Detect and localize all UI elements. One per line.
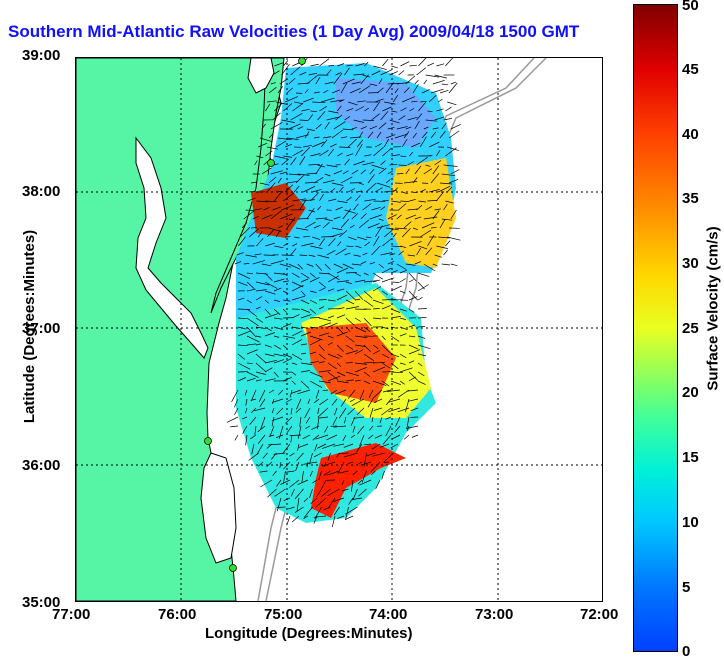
velocity-arrow <box>412 435 418 438</box>
velocity-arrow <box>409 65 417 66</box>
velocity-arrow <box>391 286 402 291</box>
velocity-arrow <box>382 201 388 202</box>
velocity-arrow <box>418 58 428 66</box>
y-tick-label: 39:00 <box>22 47 60 64</box>
radar-station <box>268 160 275 167</box>
colorbar-tick: 45 <box>682 61 699 78</box>
velocity-arrow <box>390 71 398 75</box>
velocity-arrow <box>230 426 238 427</box>
velocity-arrow <box>417 68 426 75</box>
velocity-arrow <box>227 417 238 422</box>
radar-station <box>230 565 237 572</box>
x-axis-label: Longitude (Degrees:Minutes) <box>205 625 413 642</box>
y-axis-label: Latitude (Degrees:Minutes) <box>21 230 38 423</box>
velocity-arrow <box>418 282 425 289</box>
velocity-arrow <box>436 64 444 66</box>
colorbar-label: Surface Velocity (cm/s) <box>705 209 722 409</box>
velocity-arrow <box>235 435 238 440</box>
velocity-arrow <box>447 102 456 105</box>
velocity-arrow <box>418 285 429 292</box>
radar-station <box>299 58 306 65</box>
colorbar-tick: 40 <box>682 126 699 143</box>
velocity-arrow <box>424 80 427 84</box>
velocity-arrow <box>384 462 389 463</box>
y-tick-label: 36:00 <box>22 457 60 474</box>
velocity-arrow <box>346 363 353 364</box>
velocity-arrow <box>382 59 388 66</box>
x-tick-label: 73:00 <box>475 606 513 623</box>
velocity-arrow <box>442 84 448 85</box>
velocity-arrow <box>251 228 257 229</box>
radar-station <box>205 438 212 445</box>
colorbar-tick: 0 <box>682 643 690 660</box>
velocity-arrow <box>440 90 448 93</box>
velocity-arrow <box>287 516 290 525</box>
velocity-arrow <box>399 71 405 76</box>
colorbar-tick: 50 <box>682 0 699 14</box>
velocity-arrow <box>400 279 406 283</box>
velocity-arrow <box>409 280 414 283</box>
velocity-arrow <box>391 282 400 283</box>
velocity-arrow <box>418 273 429 277</box>
velocity-arrow <box>445 107 451 111</box>
velocity-arrow <box>277 507 286 508</box>
map-svg <box>76 58 602 601</box>
velocity-arrow <box>339 147 350 148</box>
x-tick-label: 75:00 <box>264 606 302 623</box>
velocity-arrow <box>418 297 423 300</box>
colorbar-tick: 5 <box>682 579 690 596</box>
velocity-arrow <box>400 62 409 66</box>
velocity-arrow <box>451 82 456 84</box>
velocity-arrow <box>418 309 427 310</box>
velocity-arrow <box>399 165 407 166</box>
colorbar <box>633 4 678 652</box>
velocity-arrow <box>409 291 418 300</box>
velocity-arrow <box>433 80 445 84</box>
x-tick-label: 76:00 <box>158 606 196 623</box>
x-tick-label: 72:00 <box>580 606 618 623</box>
velocity-arrow <box>449 83 457 93</box>
velocity-arrow <box>300 255 307 256</box>
velocity-arrow <box>391 66 397 68</box>
y-tick-label: 38:00 <box>22 183 60 200</box>
map-title: Southern Mid-Atlantic Raw Velocities (1 … <box>8 22 628 42</box>
velocity-arrow <box>442 264 450 265</box>
colorbar-tick: 10 <box>682 514 699 531</box>
velocity-arrow <box>451 264 458 266</box>
colorbar-tick: 30 <box>682 255 699 272</box>
velocity-arrow <box>427 63 434 66</box>
x-tick-label: 74:00 <box>369 606 407 623</box>
velocity-arrow <box>404 435 409 439</box>
velocity-arrow <box>447 237 460 240</box>
y-tick-label: 35:00 <box>22 594 60 611</box>
colorbar-tick: 15 <box>682 449 699 466</box>
velocity-arrow <box>438 99 442 102</box>
velocity-arrow <box>319 59 329 66</box>
velocity-arrow <box>310 318 320 319</box>
velocity-arrow <box>310 64 319 66</box>
velocity-arrow <box>415 80 419 84</box>
map-plot-area <box>75 57 603 602</box>
colorbar-tick: 20 <box>682 384 699 401</box>
velocity-arrow <box>319 300 327 301</box>
colorbar-tick: 25 <box>682 320 699 337</box>
colorbar-tick: 35 <box>682 190 699 207</box>
velocity-arrow <box>444 250 448 255</box>
velocity-arrow <box>445 58 453 66</box>
